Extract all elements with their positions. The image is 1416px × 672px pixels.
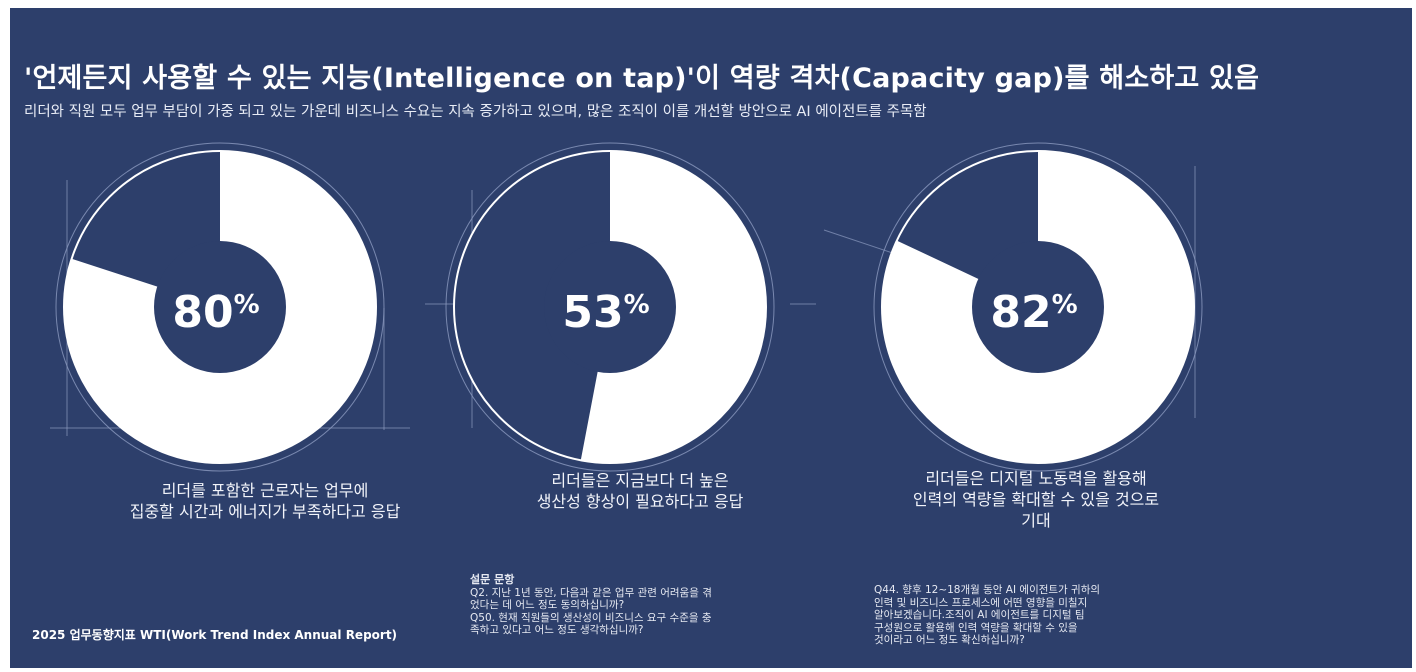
caption-3-line-3: 기대 xyxy=(1021,511,1051,530)
donut-3-outline xyxy=(873,142,1203,472)
survey-q44-line-4: 구성원으로 활용해 인력 역량을 확대할 수 있을 xyxy=(874,621,1078,634)
donut-charts: 80% 53% 82% xyxy=(50,142,1203,472)
survey-questions-left: 설문 문항 Q2. 지난 1년 동안, 다음과 같은 업무 관련 어려움을 겪 … xyxy=(470,573,830,637)
survey-q50-line-2: 족하고 있다고 어느 정도 생각하십니까? xyxy=(470,624,644,636)
donut-group: 80% 53% 82% xyxy=(55,142,1203,472)
survey-title: 설문 문항 xyxy=(470,573,515,586)
donut-1: 80% xyxy=(55,142,385,472)
caption-3-line-1: 리더들은 디지털 노동력을 활용해 xyxy=(925,469,1147,488)
survey-q44-line-2: 인력 및 비즈니스 프로세스에 어떤 영향을 미칠지 xyxy=(874,596,1088,609)
survey-q44-line-3: 알아보겠습니다.조직이 AI 에이전트를 디지털 팀 xyxy=(874,609,1085,621)
page-subtitle: 리더와 직원 모두 업무 부담이 가중 되고 있는 가운데 비즈니스 수요는 지… xyxy=(24,104,927,120)
page-title: '언제든지 사용할 수 있는 지능(Intelligence on tap)'이… xyxy=(24,63,1260,94)
donut-3-hole xyxy=(972,241,1104,373)
donut-1-outline xyxy=(55,142,385,472)
caption-2-line-1: 리더들은 지금보다 더 높은 xyxy=(551,471,729,490)
caption-1: 리더를 포함한 근로자는 업무에 집중할 시간과 에너지가 부족하다고 응답 xyxy=(100,480,430,522)
caption-3-line-2: 인력의 역량을 확대할 수 있을 것으로 xyxy=(912,490,1160,509)
caption-1-line-2: 집중할 시간과 에너지가 부족하다고 응답 xyxy=(129,502,401,521)
donut-3-value-label: 82% xyxy=(990,287,1077,338)
donut-2-hole xyxy=(544,241,676,373)
donut-1-value-label: 80% xyxy=(172,287,259,338)
slide: '언제든지 사용할 수 있는 지능(Intelligence on tap)'이… xyxy=(10,8,1412,668)
caption-1-line-1: 리더를 포함한 근로자는 업무에 xyxy=(161,481,369,500)
donut-2-value-label: 53% xyxy=(562,287,649,338)
survey-q44-line-5: 것이라고 어느 정도 확신하십니까? xyxy=(874,634,1025,646)
survey-q2-line-2: 었다는 데 어느 정도 동의하십니까? xyxy=(470,599,625,611)
caption-3: 리더들은 디지털 노동력을 활용해 인력의 역량을 확대할 수 있을 것으로 기… xyxy=(866,468,1206,531)
survey-q2-line-1: Q2. 지난 1년 동안, 다음과 같은 업무 관련 어려움을 겪 xyxy=(470,586,712,599)
survey-q44-line-1: Q44. 향후 12~18개월 동안 AI 에이전트가 귀하의 xyxy=(874,584,1101,596)
donut-1-hole xyxy=(154,241,286,373)
donut-2: 53% xyxy=(445,142,775,472)
donut-2-outline xyxy=(445,142,775,472)
source-footer: 2025 업무동향지표 WTI(Work Trend Index Annual … xyxy=(32,628,398,642)
survey-questions-right: Q44. 향후 12~18개월 동안 AI 에이전트가 귀하의 인력 및 비즈니… xyxy=(874,584,1214,647)
donut-3: 82% xyxy=(873,142,1203,472)
survey-q50-line-1: Q50. 현재 직원들의 생산성이 비즈니스 요구 수준을 충 xyxy=(470,611,712,624)
caption-2: 리더들은 지금보다 더 높은 생산성 향상이 필요하다고 응답 xyxy=(490,470,790,512)
caption-2-line-2: 생산성 향상이 필요하다고 응답 xyxy=(536,492,744,511)
